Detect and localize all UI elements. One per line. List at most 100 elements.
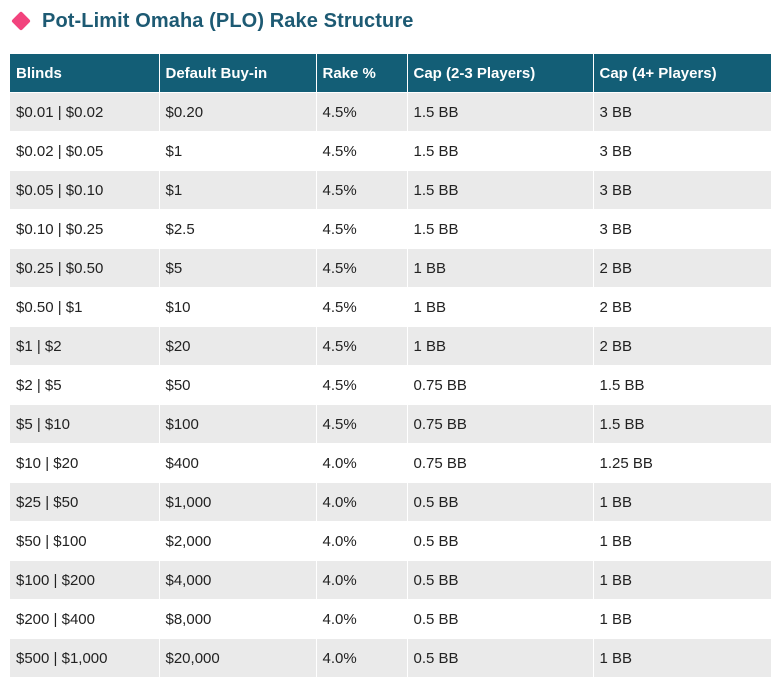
- column-header-cap-2-3: Cap (2-3 Players): [407, 54, 593, 93]
- cell-rake: 4.0%: [316, 561, 407, 600]
- cell-rake: 4.0%: [316, 600, 407, 639]
- page-title: Pot-Limit Omaha (PLO) Rake Structure: [42, 10, 413, 33]
- rake-table: Blinds Default Buy-in Rake % Cap (2-3 Pl…: [10, 54, 772, 677]
- cell-blinds: $50 | $100: [10, 522, 159, 561]
- cell-buy-in: $50: [159, 366, 316, 405]
- cell-cap-2-3: 1 BB: [407, 327, 593, 366]
- cell-buy-in: $2.5: [159, 210, 316, 249]
- cell-buy-in: $0.20: [159, 93, 316, 132]
- cell-cap-4-plus: 1.25 BB: [593, 444, 771, 483]
- header-row: Blinds Default Buy-in Rake % Cap (2-3 Pl…: [10, 54, 771, 93]
- cell-buy-in: $1: [159, 171, 316, 210]
- cell-cap-4-plus: 3 BB: [593, 132, 771, 171]
- column-header-blinds: Blinds: [10, 54, 159, 93]
- cell-blinds: $0.10 | $0.25: [10, 210, 159, 249]
- cell-cap-2-3: 1.5 BB: [407, 171, 593, 210]
- cell-blinds: $5 | $10: [10, 405, 159, 444]
- cell-blinds: $25 | $50: [10, 483, 159, 522]
- cell-blinds: $0.01 | $0.02: [10, 93, 159, 132]
- cell-blinds: $200 | $400: [10, 600, 159, 639]
- cell-cap-2-3: 0.75 BB: [407, 366, 593, 405]
- cell-rake: 4.5%: [316, 93, 407, 132]
- cell-cap-4-plus: 3 BB: [593, 210, 771, 249]
- cell-rake: 4.5%: [316, 171, 407, 210]
- cell-cap-4-plus: 1 BB: [593, 522, 771, 561]
- cell-blinds: $0.05 | $0.10: [10, 171, 159, 210]
- cell-cap-2-3: 0.5 BB: [407, 600, 593, 639]
- cell-cap-4-plus: 1 BB: [593, 483, 771, 522]
- cell-buy-in: $5: [159, 249, 316, 288]
- diamond-bullet-icon: [11, 11, 31, 31]
- cell-blinds: $1 | $2: [10, 327, 159, 366]
- cell-blinds: $0.50 | $1: [10, 288, 159, 327]
- cell-buy-in: $1: [159, 132, 316, 171]
- cell-cap-4-plus: 1 BB: [593, 561, 771, 600]
- cell-cap-4-plus: 3 BB: [593, 171, 771, 210]
- cell-cap-2-3: 0.5 BB: [407, 639, 593, 677]
- cell-rake: 4.5%: [316, 327, 407, 366]
- cell-blinds: $2 | $5: [10, 366, 159, 405]
- cell-cap-2-3: 1 BB: [407, 249, 593, 288]
- column-header-buy-in: Default Buy-in: [159, 54, 316, 93]
- cell-buy-in: $2,000: [159, 522, 316, 561]
- cell-buy-in: $100: [159, 405, 316, 444]
- cell-blinds: $0.02 | $0.05: [10, 132, 159, 171]
- cell-blinds: $0.25 | $0.50: [10, 249, 159, 288]
- cell-cap-4-plus: 2 BB: [593, 249, 771, 288]
- cell-rake: 4.0%: [316, 444, 407, 483]
- cell-buy-in: $400: [159, 444, 316, 483]
- cell-cap-4-plus: 1.5 BB: [593, 366, 771, 405]
- cell-cap-2-3: 1.5 BB: [407, 132, 593, 171]
- cell-rake: 4.5%: [316, 405, 407, 444]
- cell-blinds: $500 | $1,000: [10, 639, 159, 677]
- cell-rake: 4.0%: [316, 639, 407, 677]
- cell-buy-in: $8,000: [159, 600, 316, 639]
- cell-cap-2-3: 0.5 BB: [407, 522, 593, 561]
- cell-rake: 4.5%: [316, 366, 407, 405]
- section-heading: Pot-Limit Omaha (PLO) Rake Structure: [10, 8, 413, 34]
- cell-buy-in: $1,000: [159, 483, 316, 522]
- cell-rake: 4.5%: [316, 210, 407, 249]
- cell-cap-4-plus: 3 BB: [593, 93, 771, 132]
- cell-cap-4-plus: 1.5 BB: [593, 405, 771, 444]
- cell-cap-4-plus: 1 BB: [593, 600, 771, 639]
- cell-cap-2-3: 0.75 BB: [407, 405, 593, 444]
- cell-cap-2-3: 0.5 BB: [407, 483, 593, 522]
- column-header-cap-4-plus: Cap (4+ Players): [593, 54, 771, 93]
- cell-rake: 4.5%: [316, 249, 407, 288]
- cell-rake: 4.0%: [316, 483, 407, 522]
- table-header: Blinds Default Buy-in Rake % Cap (2-3 Pl…: [10, 54, 771, 93]
- cell-rake: 4.5%: [316, 132, 407, 171]
- cell-blinds: $100 | $200: [10, 561, 159, 600]
- cell-rake: 4.5%: [316, 288, 407, 327]
- cell-buy-in: $20: [159, 327, 316, 366]
- cell-cap-2-3: 0.5 BB: [407, 561, 593, 600]
- cell-cap-2-3: 1.5 BB: [407, 93, 593, 132]
- cell-buy-in: $20,000: [159, 639, 316, 677]
- column-header-rake: Rake %: [316, 54, 407, 93]
- cell-cap-2-3: 1.5 BB: [407, 210, 593, 249]
- cell-cap-2-3: 0.75 BB: [407, 444, 593, 483]
- cell-rake: 4.0%: [316, 522, 407, 561]
- cell-buy-in: $10: [159, 288, 316, 327]
- cell-blinds: $10 | $20: [10, 444, 159, 483]
- cell-cap-4-plus: 1 BB: [593, 639, 771, 677]
- cell-cap-4-plus: 2 BB: [593, 288, 771, 327]
- cell-cap-2-3: 1 BB: [407, 288, 593, 327]
